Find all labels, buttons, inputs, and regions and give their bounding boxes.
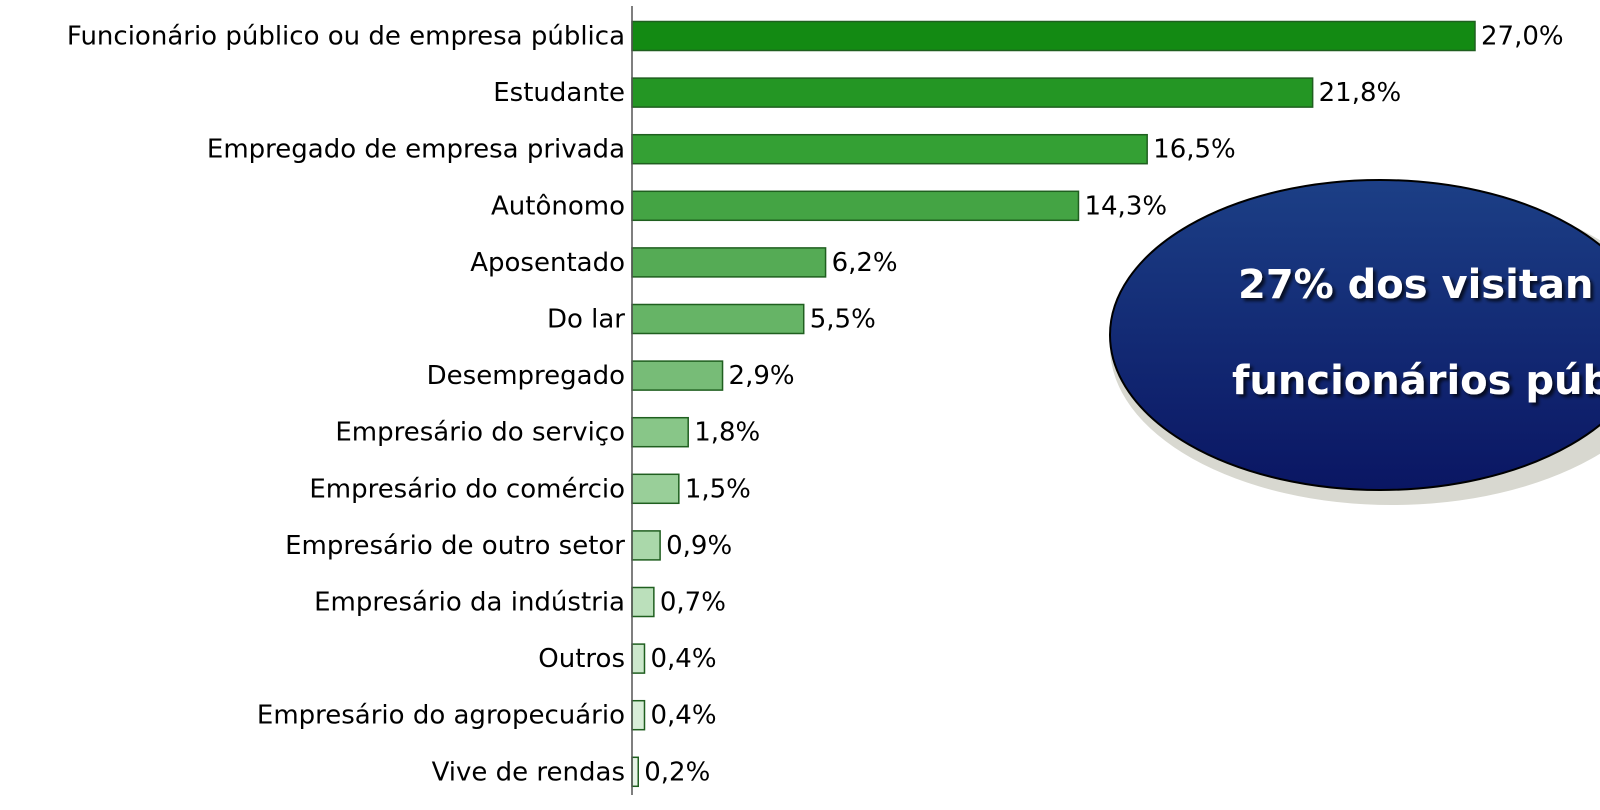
- category-label: Desempregado: [427, 361, 625, 391]
- value-label: 1,5%: [685, 474, 751, 504]
- category-label: Aposentado: [470, 248, 625, 278]
- annotation-ellipse: [1109, 179, 1600, 491]
- value-label: 5,5%: [810, 305, 876, 335]
- category-label: Empresário da indústria: [314, 588, 625, 618]
- category-label: Empresário do agropecuário: [257, 701, 625, 731]
- value-label: 1,8%: [694, 418, 760, 448]
- category-label: Empresário do serviço: [335, 418, 625, 448]
- annotation-text: funcionários púb: [1232, 358, 1600, 404]
- bar: [631, 530, 661, 561]
- category-label: Empresário de outro setor: [285, 531, 625, 561]
- category-label: Empregado de empresa privada: [207, 135, 625, 165]
- value-label: 14,3%: [1084, 191, 1167, 221]
- category-label: Autônomo: [491, 191, 625, 221]
- value-label: 27,0%: [1481, 22, 1564, 52]
- bar: [631, 416, 689, 448]
- bar: [631, 586, 655, 618]
- value-label: 0,2%: [644, 757, 710, 787]
- bar: [631, 699, 646, 731]
- category-label: Estudante: [493, 78, 625, 108]
- bar: [631, 756, 639, 788]
- bar: [631, 77, 1314, 108]
- bar: [631, 360, 724, 391]
- category-label: Empresário do comércio: [309, 474, 625, 504]
- bar: [631, 303, 805, 335]
- value-label: 21,8%: [1319, 78, 1402, 108]
- value-label: 0,4%: [650, 644, 716, 674]
- category-label: Outros: [538, 644, 625, 674]
- bar: [631, 643, 646, 674]
- value-label: 0,4%: [650, 701, 716, 731]
- bar: [631, 190, 1080, 222]
- value-label: 6,2%: [832, 248, 898, 278]
- value-label: 16,5%: [1153, 135, 1236, 165]
- category-label: Funcionário público ou de empresa públic…: [67, 22, 625, 52]
- value-label: 0,7%: [660, 588, 726, 618]
- value-label: 2,9%: [729, 361, 795, 391]
- bar: [631, 247, 827, 278]
- bar: [631, 473, 680, 505]
- annotation-text: 27% dos visitan: [1238, 262, 1593, 308]
- category-label: Do lar: [547, 305, 625, 335]
- value-label: 0,9%: [666, 531, 732, 561]
- bar: [631, 133, 1148, 165]
- category-label: Vive de rendas: [432, 757, 625, 787]
- bar: [631, 20, 1476, 52]
